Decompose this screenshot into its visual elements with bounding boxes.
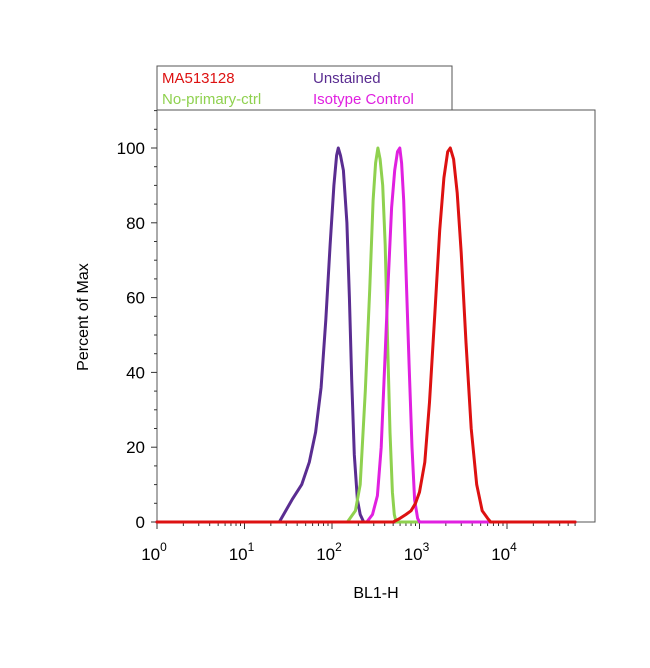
y-axis-title: Percent of Max: [75, 263, 92, 371]
series-line-unstained: [155, 146, 577, 524]
x-tick-exponent-3: 3: [423, 540, 430, 554]
x-tick-base-3: 10: [404, 545, 423, 564]
legend-entry-0: MA513128: [162, 70, 235, 87]
y-tick-label-4: 80: [126, 214, 145, 233]
series-layer: [155, 146, 577, 524]
x-tick-base-1: 10: [229, 545, 248, 564]
y-tick-label-3: 60: [126, 289, 145, 308]
legend: MA513128 Unstained No-primary-ctrl Isoty…: [156, 65, 453, 111]
x-tick-label-2: 102: [316, 540, 342, 564]
series-line-ma513128: [155, 146, 577, 524]
x-tick-label-0: 100: [141, 540, 167, 564]
x-axis-title: BL1-H: [353, 585, 398, 602]
legend-frame: [156, 65, 453, 111]
series-line-no-primary-ctrl: [155, 146, 577, 524]
legend-entry-2: No-primary-ctrl: [162, 91, 261, 108]
y-tick-label-2: 40: [126, 363, 145, 382]
x-tick-base-2: 10: [316, 545, 335, 564]
legend-entry-1: Unstained: [313, 70, 381, 87]
x-tick-label-4: 104: [491, 540, 517, 564]
y-tick-label-0: 0: [136, 513, 145, 532]
x-tick-exponent-2: 2: [335, 540, 342, 554]
x-tick-base-4: 10: [491, 545, 510, 564]
x-tick-base-0: 10: [141, 545, 160, 564]
y-axis: 0 20 40 60 80 100: [117, 110, 157, 532]
y-tick-label-1: 20: [126, 438, 145, 457]
x-tick-label-3: 103: [404, 540, 430, 564]
x-tick-exponent-4: 4: [510, 540, 517, 554]
x-tick-exponent-1: 1: [248, 540, 255, 554]
y-tick-label-5: 100: [117, 139, 145, 158]
x-tick-label-1: 101: [229, 540, 255, 564]
series-line-isotype-control: [155, 146, 577, 524]
legend-entry-3: Isotype Control: [313, 91, 414, 108]
x-tick-exponent-0: 0: [160, 540, 167, 554]
